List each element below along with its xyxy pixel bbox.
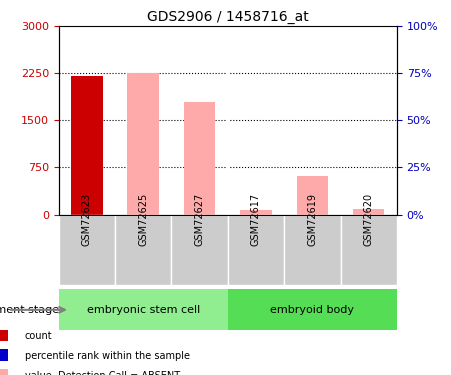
FancyBboxPatch shape: [115, 214, 171, 285]
Bar: [297, 176, 328, 214]
Bar: [0, 330, 8, 341]
Text: GSM72619: GSM72619: [307, 193, 318, 246]
Text: GSM72623: GSM72623: [82, 193, 92, 246]
Bar: [353, 209, 384, 214]
Text: embryoid body: embryoid body: [270, 305, 354, 315]
Bar: [71, 76, 102, 214]
Text: GSM72620: GSM72620: [364, 193, 374, 246]
Bar: [0, 350, 8, 361]
Text: development stage: development stage: [0, 305, 59, 315]
Bar: [0, 369, 8, 375]
Bar: [240, 210, 272, 214]
FancyBboxPatch shape: [228, 289, 397, 330]
FancyBboxPatch shape: [171, 214, 228, 285]
Text: value, Detection Call = ABSENT: value, Detection Call = ABSENT: [25, 371, 180, 375]
FancyBboxPatch shape: [59, 214, 115, 285]
Text: GSM72627: GSM72627: [194, 193, 205, 246]
Text: GSM72625: GSM72625: [138, 193, 148, 246]
FancyBboxPatch shape: [284, 214, 341, 285]
Bar: [127, 74, 159, 214]
Bar: [184, 102, 216, 214]
Text: GSM72617: GSM72617: [251, 193, 261, 246]
FancyBboxPatch shape: [341, 214, 397, 285]
FancyBboxPatch shape: [228, 214, 284, 285]
Title: GDS2906 / 1458716_at: GDS2906 / 1458716_at: [147, 10, 308, 24]
FancyBboxPatch shape: [59, 289, 228, 330]
Text: embryonic stem cell: embryonic stem cell: [87, 305, 200, 315]
Text: percentile rank within the sample: percentile rank within the sample: [25, 351, 190, 361]
Text: count: count: [25, 331, 52, 341]
